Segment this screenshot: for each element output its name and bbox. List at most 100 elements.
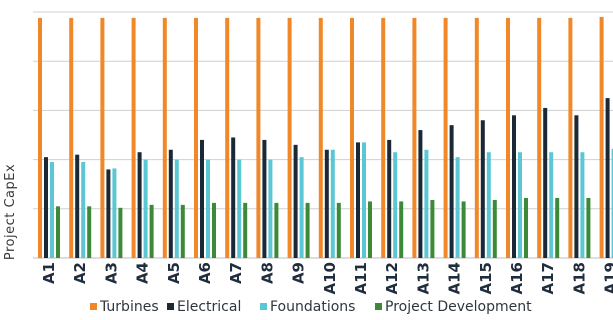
bar-project-development-a11 (368, 201, 372, 258)
bar-electrical-a12 (387, 139, 392, 258)
bar-foundations-a5 (174, 159, 179, 258)
bar-foundations-a13 (424, 149, 429, 258)
bar-turbines-a9 (287, 17, 292, 259)
bar-project-development-a8 (274, 202, 279, 258)
bar-foundations-a9 (299, 157, 304, 258)
bar-turbines-a2 (69, 17, 74, 259)
x-tick-label: A1 (40, 262, 58, 284)
bar-turbines-a17 (537, 17, 542, 259)
bar-project-development-a12 (399, 201, 404, 258)
bar-turbines-a6 (194, 17, 198, 259)
bar-turbines-a5 (162, 17, 167, 259)
bar-foundations-a14 (455, 157, 460, 258)
bar-turbines-a7 (225, 17, 230, 259)
legend-label-foundations: Foundations (270, 299, 355, 315)
bar-foundations-a11 (362, 142, 366, 258)
bar-project-development-a6 (212, 202, 216, 258)
bar-electrical-a18 (574, 115, 579, 258)
bar-electrical-a7 (231, 137, 236, 258)
bar-electrical-a14 (449, 125, 454, 258)
bar-project-development-a13 (430, 199, 435, 258)
bar-turbines-a12 (381, 17, 386, 259)
x-tick-label: A11 (352, 262, 370, 294)
x-tick-label: A8 (258, 262, 276, 284)
bar-project-development-a10 (336, 202, 341, 258)
bar-electrical-a2 (75, 154, 80, 258)
bar-turbines-a11 (350, 17, 354, 259)
x-tick-label: A6 (196, 262, 214, 284)
bar-foundations-a2 (81, 162, 86, 258)
bar-turbines-a1 (38, 17, 42, 259)
y-axis-label: Project CapEx (3, 164, 18, 260)
gridlines (33, 11, 613, 259)
bar-project-development-a2 (87, 206, 92, 258)
legend-label-project-development: Project Development (385, 299, 532, 315)
bar-turbines-a14 (443, 17, 448, 259)
bar-foundations-a8 (268, 159, 273, 258)
bar-turbines-a3 (100, 17, 105, 259)
bar-turbines-a15 (474, 17, 479, 259)
x-tick-label: A13 (414, 262, 432, 294)
bar-electrical-a15 (480, 120, 485, 259)
legend-swatch-foundations (260, 303, 267, 310)
x-tick-label: A19 (602, 262, 613, 294)
bar-series (38, 16, 613, 259)
legend-swatch-electrical (167, 303, 174, 310)
x-tick-label: A17 (539, 262, 557, 294)
x-tick-label: A15 (477, 262, 495, 294)
bar-project-development-a3 (118, 207, 123, 258)
bar-project-development-a7 (243, 202, 248, 258)
bar-project-development-a4 (149, 204, 154, 258)
bar-electrical-a4 (137, 152, 142, 258)
bar-foundations-a18 (580, 152, 585, 258)
bar-project-development-a17 (555, 197, 560, 258)
bar-project-development-a16 (524, 197, 528, 258)
bar-electrical-a10 (324, 149, 329, 258)
bar-project-development-a15 (492, 199, 497, 258)
bar-foundations-a4 (143, 159, 148, 258)
x-tick-label: A2 (71, 262, 89, 284)
bar-project-development-a9 (305, 202, 310, 258)
x-tick-label: A9 (290, 262, 308, 284)
legend: Turbines Electrical Foundations Project Dev… (90, 299, 532, 315)
legend-label-electrical: Electrical (177, 299, 241, 315)
bar-electrical-a16 (512, 115, 516, 258)
x-tick-label: A3 (102, 262, 120, 284)
legend-swatch-turbines (90, 303, 97, 310)
bar-foundations-a15 (486, 152, 491, 258)
bar-electrical-a11 (356, 142, 360, 258)
x-tick-labels: A1 A2 A3 A4 A5 A6 A7 A8 A9 A10 A11 A12 A13 A14 A15 A16 A… (40, 262, 613, 294)
bar-electrical-a13 (418, 130, 423, 258)
x-tick-label: A10 (321, 262, 339, 294)
bar-turbines-a8 (256, 17, 261, 259)
bar-foundations-a19 (611, 148, 613, 258)
bar-turbines-a4 (131, 17, 136, 259)
bar-electrical-a19 (605, 98, 610, 258)
bar-foundations-a3 (112, 168, 117, 258)
x-tick-label: A16 (508, 262, 526, 294)
x-tick-label: A18 (570, 262, 588, 294)
bar-turbines-a19 (599, 16, 604, 259)
bar-foundations-a17 (549, 152, 554, 258)
bar-electrical-a9 (293, 144, 298, 258)
bar-foundations-a10 (330, 149, 335, 258)
bar-foundations-a16 (518, 152, 522, 258)
x-tick-label: A4 (134, 262, 152, 284)
x-tick-label: A14 (446, 262, 464, 294)
legend-swatch-project-development (375, 303, 382, 310)
bar-turbines-a18 (568, 17, 573, 259)
bar-project-development-a5 (180, 204, 185, 258)
bar-electrical-a8 (262, 139, 267, 258)
bar-foundations-a7 (237, 159, 242, 258)
bar-electrical-a1 (44, 157, 48, 258)
x-tick-label: A7 (227, 262, 245, 284)
x-tick-label: A5 (165, 262, 183, 284)
bar-electrical-a6 (200, 139, 204, 258)
bar-project-development-a18 (586, 197, 591, 258)
bar-foundations-a6 (206, 159, 210, 258)
x-tick-label: A12 (383, 262, 401, 294)
bar-project-development-a14 (461, 201, 466, 258)
bar-electrical-a3 (106, 169, 111, 258)
bar-electrical-a5 (168, 149, 173, 258)
